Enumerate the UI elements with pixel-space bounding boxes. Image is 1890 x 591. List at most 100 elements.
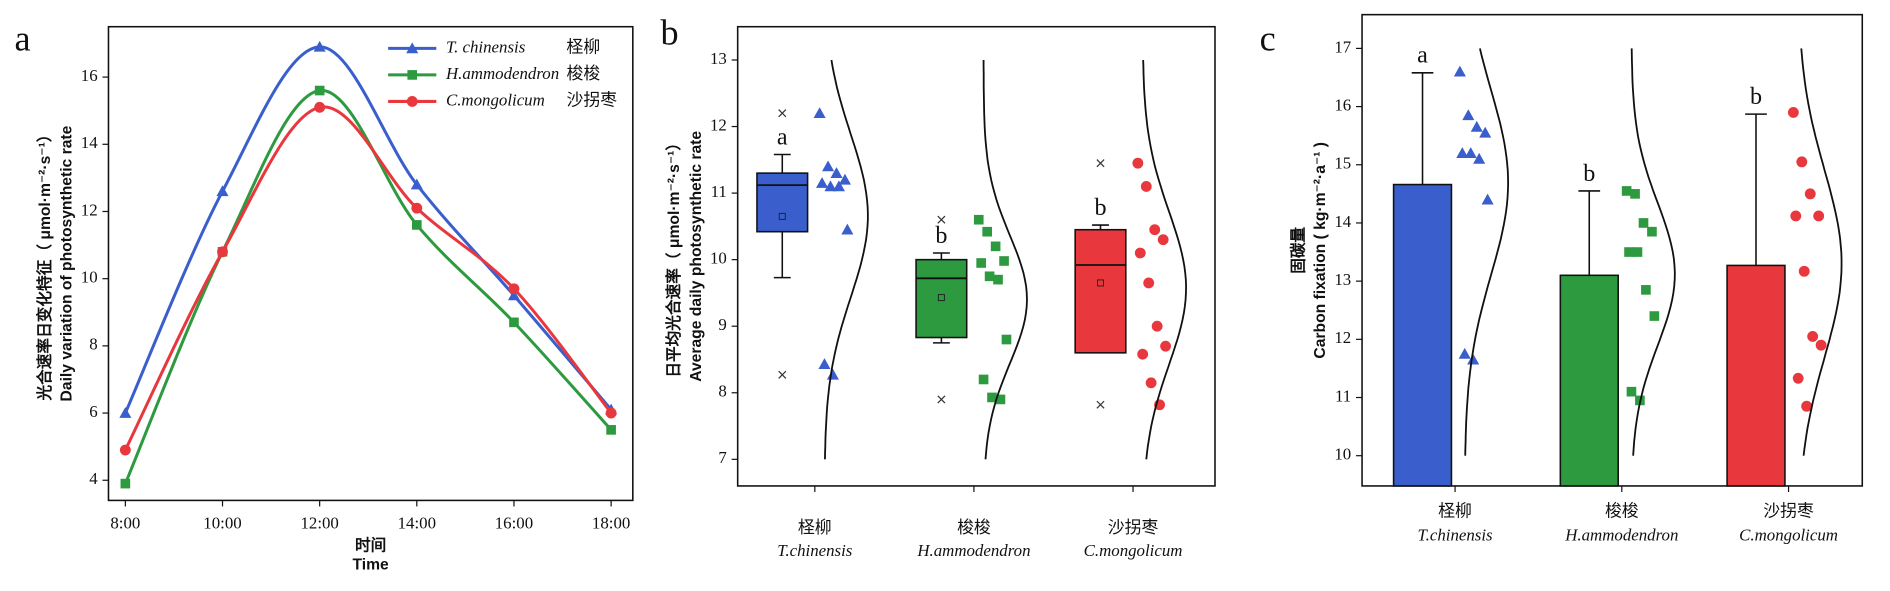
marker (1798, 265, 1810, 277)
x-tick-label: H.ammodendron (1564, 525, 1678, 544)
y-tick-label: 8 (718, 382, 726, 401)
marker (1143, 277, 1155, 289)
y-axis-label: Carbon fixation ( kg·m⁻²·a⁻¹ ) (1312, 142, 1329, 359)
distribution-curve (982, 59, 1028, 460)
panel-label: b (661, 13, 679, 53)
marker (816, 177, 829, 188)
legend-marker (406, 96, 418, 107)
marker (1453, 65, 1466, 77)
y-tick-label: 4 (89, 469, 98, 488)
marker (314, 101, 326, 113)
marker (822, 160, 835, 172)
panel-label: c (1260, 19, 1276, 59)
marker (1626, 386, 1637, 397)
box (915, 258, 968, 339)
marker (1787, 106, 1799, 118)
legend-label: 柽柳 (567, 37, 601, 56)
outlier-stroke (778, 370, 787, 379)
marker (1813, 210, 1825, 222)
marker (999, 256, 1009, 266)
marker (1137, 348, 1149, 360)
y-tick-label: 10 (710, 249, 727, 268)
marker (313, 40, 326, 52)
outlier (778, 370, 787, 379)
box (756, 172, 809, 233)
x-tick-label: H.ammodendron (916, 541, 1030, 560)
outlier (1096, 159, 1105, 168)
marker (824, 180, 837, 192)
marker (119, 444, 131, 456)
significance-letter: b (1094, 195, 1106, 221)
y-tick-label: 11 (1335, 386, 1351, 405)
x-tick-label: 12:00 (300, 513, 338, 532)
x-tick-label: T.chinensis (1418, 525, 1494, 544)
marker (1157, 234, 1169, 246)
marker (1621, 186, 1632, 196)
marker (1479, 126, 1492, 138)
marker (838, 173, 851, 185)
marker (993, 274, 1003, 285)
marker (1815, 339, 1827, 351)
significance-letter: b (1583, 161, 1595, 187)
marker (605, 407, 617, 419)
distribution-curve (1630, 48, 1676, 456)
series-line (123, 45, 613, 414)
x-tick-label: 16:00 (495, 513, 533, 532)
marker (1624, 247, 1634, 257)
series-line (124, 105, 613, 451)
marker (410, 178, 423, 190)
y-tick-label: 9 (718, 315, 726, 334)
marker (1649, 311, 1660, 321)
mean (1096, 279, 1104, 287)
x-tick-label: 8:00 (110, 513, 140, 532)
y-tick-label: 12 (710, 115, 727, 134)
distribution-curve (824, 59, 869, 460)
y-tick-label: 10 (1334, 445, 1351, 464)
marker (982, 226, 993, 237)
x-axis-label: 时间 (355, 535, 386, 554)
distribution-curve (1800, 48, 1843, 456)
x-tick-label: 柽柳 (1438, 501, 1472, 520)
marker (314, 85, 325, 96)
marker (507, 289, 520, 301)
marker (1134, 247, 1146, 259)
marker (1473, 152, 1486, 164)
y-tick-label: 11 (711, 182, 727, 201)
marker (1140, 181, 1152, 192)
distribution-curve (1464, 48, 1510, 456)
x-tick-label: 14:00 (398, 513, 436, 532)
marker (1647, 226, 1657, 237)
marker (826, 368, 839, 380)
marker (818, 358, 831, 369)
marker (830, 167, 843, 178)
marker (216, 185, 229, 197)
panel-label: a (14, 19, 30, 59)
outlier-stroke (1096, 400, 1105, 409)
x-tick-label: C.mongolicum (1084, 541, 1183, 560)
marker (841, 223, 854, 235)
marker (1801, 400, 1813, 412)
series-line (123, 89, 613, 485)
marker (1145, 377, 1157, 389)
x-tick-label: T.chinensis (777, 541, 853, 560)
y-tick-label: 12 (1334, 328, 1351, 347)
marker (119, 407, 132, 418)
legend-label: T. chinensis (446, 37, 526, 56)
marker (984, 271, 995, 282)
x-axis-label: Time (353, 557, 390, 574)
box (1074, 228, 1127, 354)
y-tick-label: 7 (718, 448, 726, 467)
bar (1726, 264, 1786, 487)
marker (1796, 156, 1808, 168)
marker (1151, 320, 1163, 332)
x-tick-label: 18:00 (592, 513, 630, 532)
x-tick-label: 柽柳 (798, 518, 832, 537)
marker (1807, 330, 1819, 342)
outlier-stroke (937, 395, 946, 404)
plot-frame (736, 25, 1216, 487)
marker (1804, 188, 1816, 200)
y-tick-label: 10 (81, 268, 98, 287)
legend-label: H.ammodendron (445, 64, 559, 83)
marker (987, 392, 997, 403)
